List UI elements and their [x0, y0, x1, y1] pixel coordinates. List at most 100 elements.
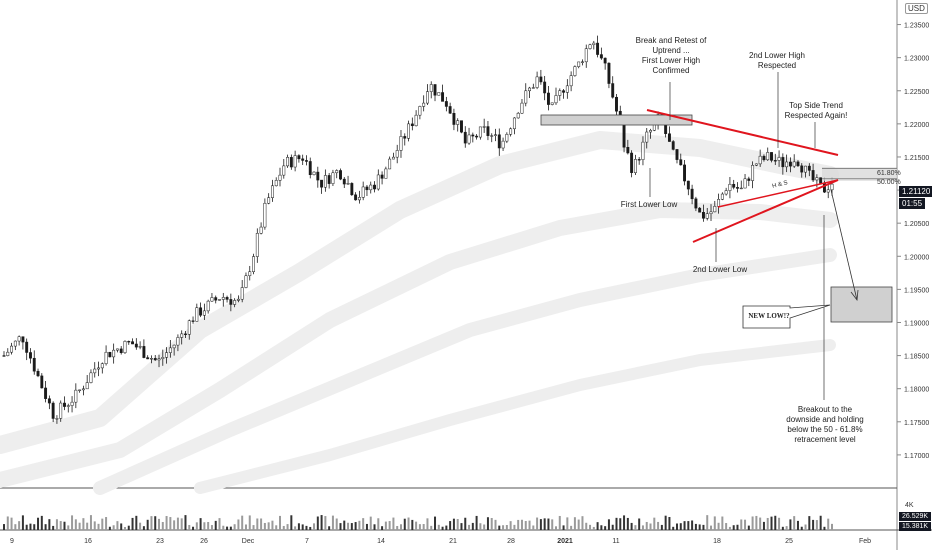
volume-bar: [97, 523, 100, 530]
volume-bar: [218, 518, 221, 530]
candle-body: [305, 160, 308, 162]
candle-body: [10, 345, 14, 353]
candle-body: [407, 123, 410, 139]
candle-body: [13, 340, 17, 347]
volume-bar: [210, 525, 213, 530]
volume-bar: [573, 517, 576, 530]
volume-bar: [44, 524, 47, 530]
candle-body: [263, 202, 267, 228]
volume-bar: [377, 518, 380, 530]
volume-bar: [536, 517, 539, 530]
x-tick-label: 26: [200, 538, 208, 545]
candle-body: [161, 357, 165, 360]
candle-body: [596, 42, 600, 55]
annotation-second-lower-low: 2nd Lower Low: [692, 265, 748, 274]
volume-bar: [369, 516, 372, 530]
volume-bar: [566, 517, 569, 530]
candle-body: [59, 402, 63, 419]
volume-bar: [721, 516, 724, 530]
volume-bar: [464, 517, 467, 530]
volume-bar: [657, 521, 660, 530]
volume-bar: [403, 518, 406, 530]
volume-bar: [638, 518, 641, 530]
volume-bar: [67, 525, 70, 530]
volume-bar: [649, 523, 652, 530]
volume-bar: [365, 523, 368, 530]
volume-bar: [717, 522, 720, 530]
volume-bar: [562, 525, 565, 530]
candle-body: [422, 102, 426, 107]
candle-body: [259, 226, 263, 234]
volume-bar: [108, 526, 111, 530]
candle-body: [410, 123, 414, 127]
candle-body: [630, 152, 634, 173]
candle-body: [550, 102, 554, 105]
volume-bar: [226, 526, 229, 530]
candle-body: [282, 165, 286, 176]
candle-body: [599, 54, 603, 59]
volume-bar: [770, 516, 773, 530]
ma-band: [0, 131, 839, 454]
candle-body: [543, 81, 547, 94]
volume-bar: [630, 522, 633, 530]
candle-body: [558, 90, 562, 96]
volume-bar: [290, 515, 293, 530]
volume-bar: [25, 524, 28, 530]
candle-body: [494, 134, 497, 136]
candle-body: [373, 184, 376, 190]
candle-body: [74, 389, 78, 403]
volume-bar: [154, 516, 157, 530]
candle-body: [626, 146, 630, 154]
candle-body: [501, 140, 505, 149]
volume-bar: [796, 520, 799, 530]
candle-body: [505, 134, 509, 142]
candle-body: [581, 61, 584, 63]
candle-body: [679, 159, 683, 166]
candle-body: [702, 211, 705, 219]
candle-body: [165, 352, 169, 358]
volume-bar: [116, 521, 119, 530]
volume-bar: [505, 525, 508, 530]
volume-bar: [744, 519, 747, 530]
candle-body: [78, 389, 82, 391]
candle-body: [97, 367, 100, 370]
volume-bar: [229, 526, 232, 530]
candle-body: [100, 363, 104, 369]
inner-trendline: [717, 179, 839, 208]
volume-bar: [316, 516, 319, 530]
candle-body: [569, 75, 573, 87]
candle-body: [528, 87, 531, 92]
volume-bar: [263, 522, 266, 530]
ma-band: [194, 339, 836, 494]
volume-bar: [18, 521, 21, 530]
candle-body: [683, 164, 686, 182]
y-tick-label: 1.23500: [904, 23, 929, 30]
candle-body: [25, 341, 29, 353]
volume-bar: [483, 524, 486, 530]
candle-body: [199, 307, 203, 316]
candle-body: [414, 114, 418, 127]
volume-bar: [248, 515, 251, 530]
candle-body: [815, 177, 819, 181]
candle-body: [475, 135, 479, 138]
volume-bar: [819, 515, 822, 530]
candle-body: [365, 186, 369, 191]
volume-bar: [184, 515, 187, 530]
countdown-tag: 01:55: [899, 198, 926, 209]
candle-body: [40, 375, 44, 389]
candle-body: [301, 158, 305, 161]
candle-body: [21, 336, 25, 343]
x-tick-label: 11: [612, 538, 619, 545]
candle-body: [751, 165, 755, 181]
candle-body: [770, 152, 773, 161]
candle-body: [123, 341, 127, 353]
volume-bar: [286, 524, 289, 530]
candle-body: [195, 307, 199, 322]
volume-bar: [479, 523, 482, 530]
volume-bar: [452, 518, 455, 530]
volume-bar: [513, 524, 516, 530]
candle-body: [463, 131, 467, 144]
candle-body: [694, 198, 698, 209]
candle-body: [754, 163, 758, 166]
